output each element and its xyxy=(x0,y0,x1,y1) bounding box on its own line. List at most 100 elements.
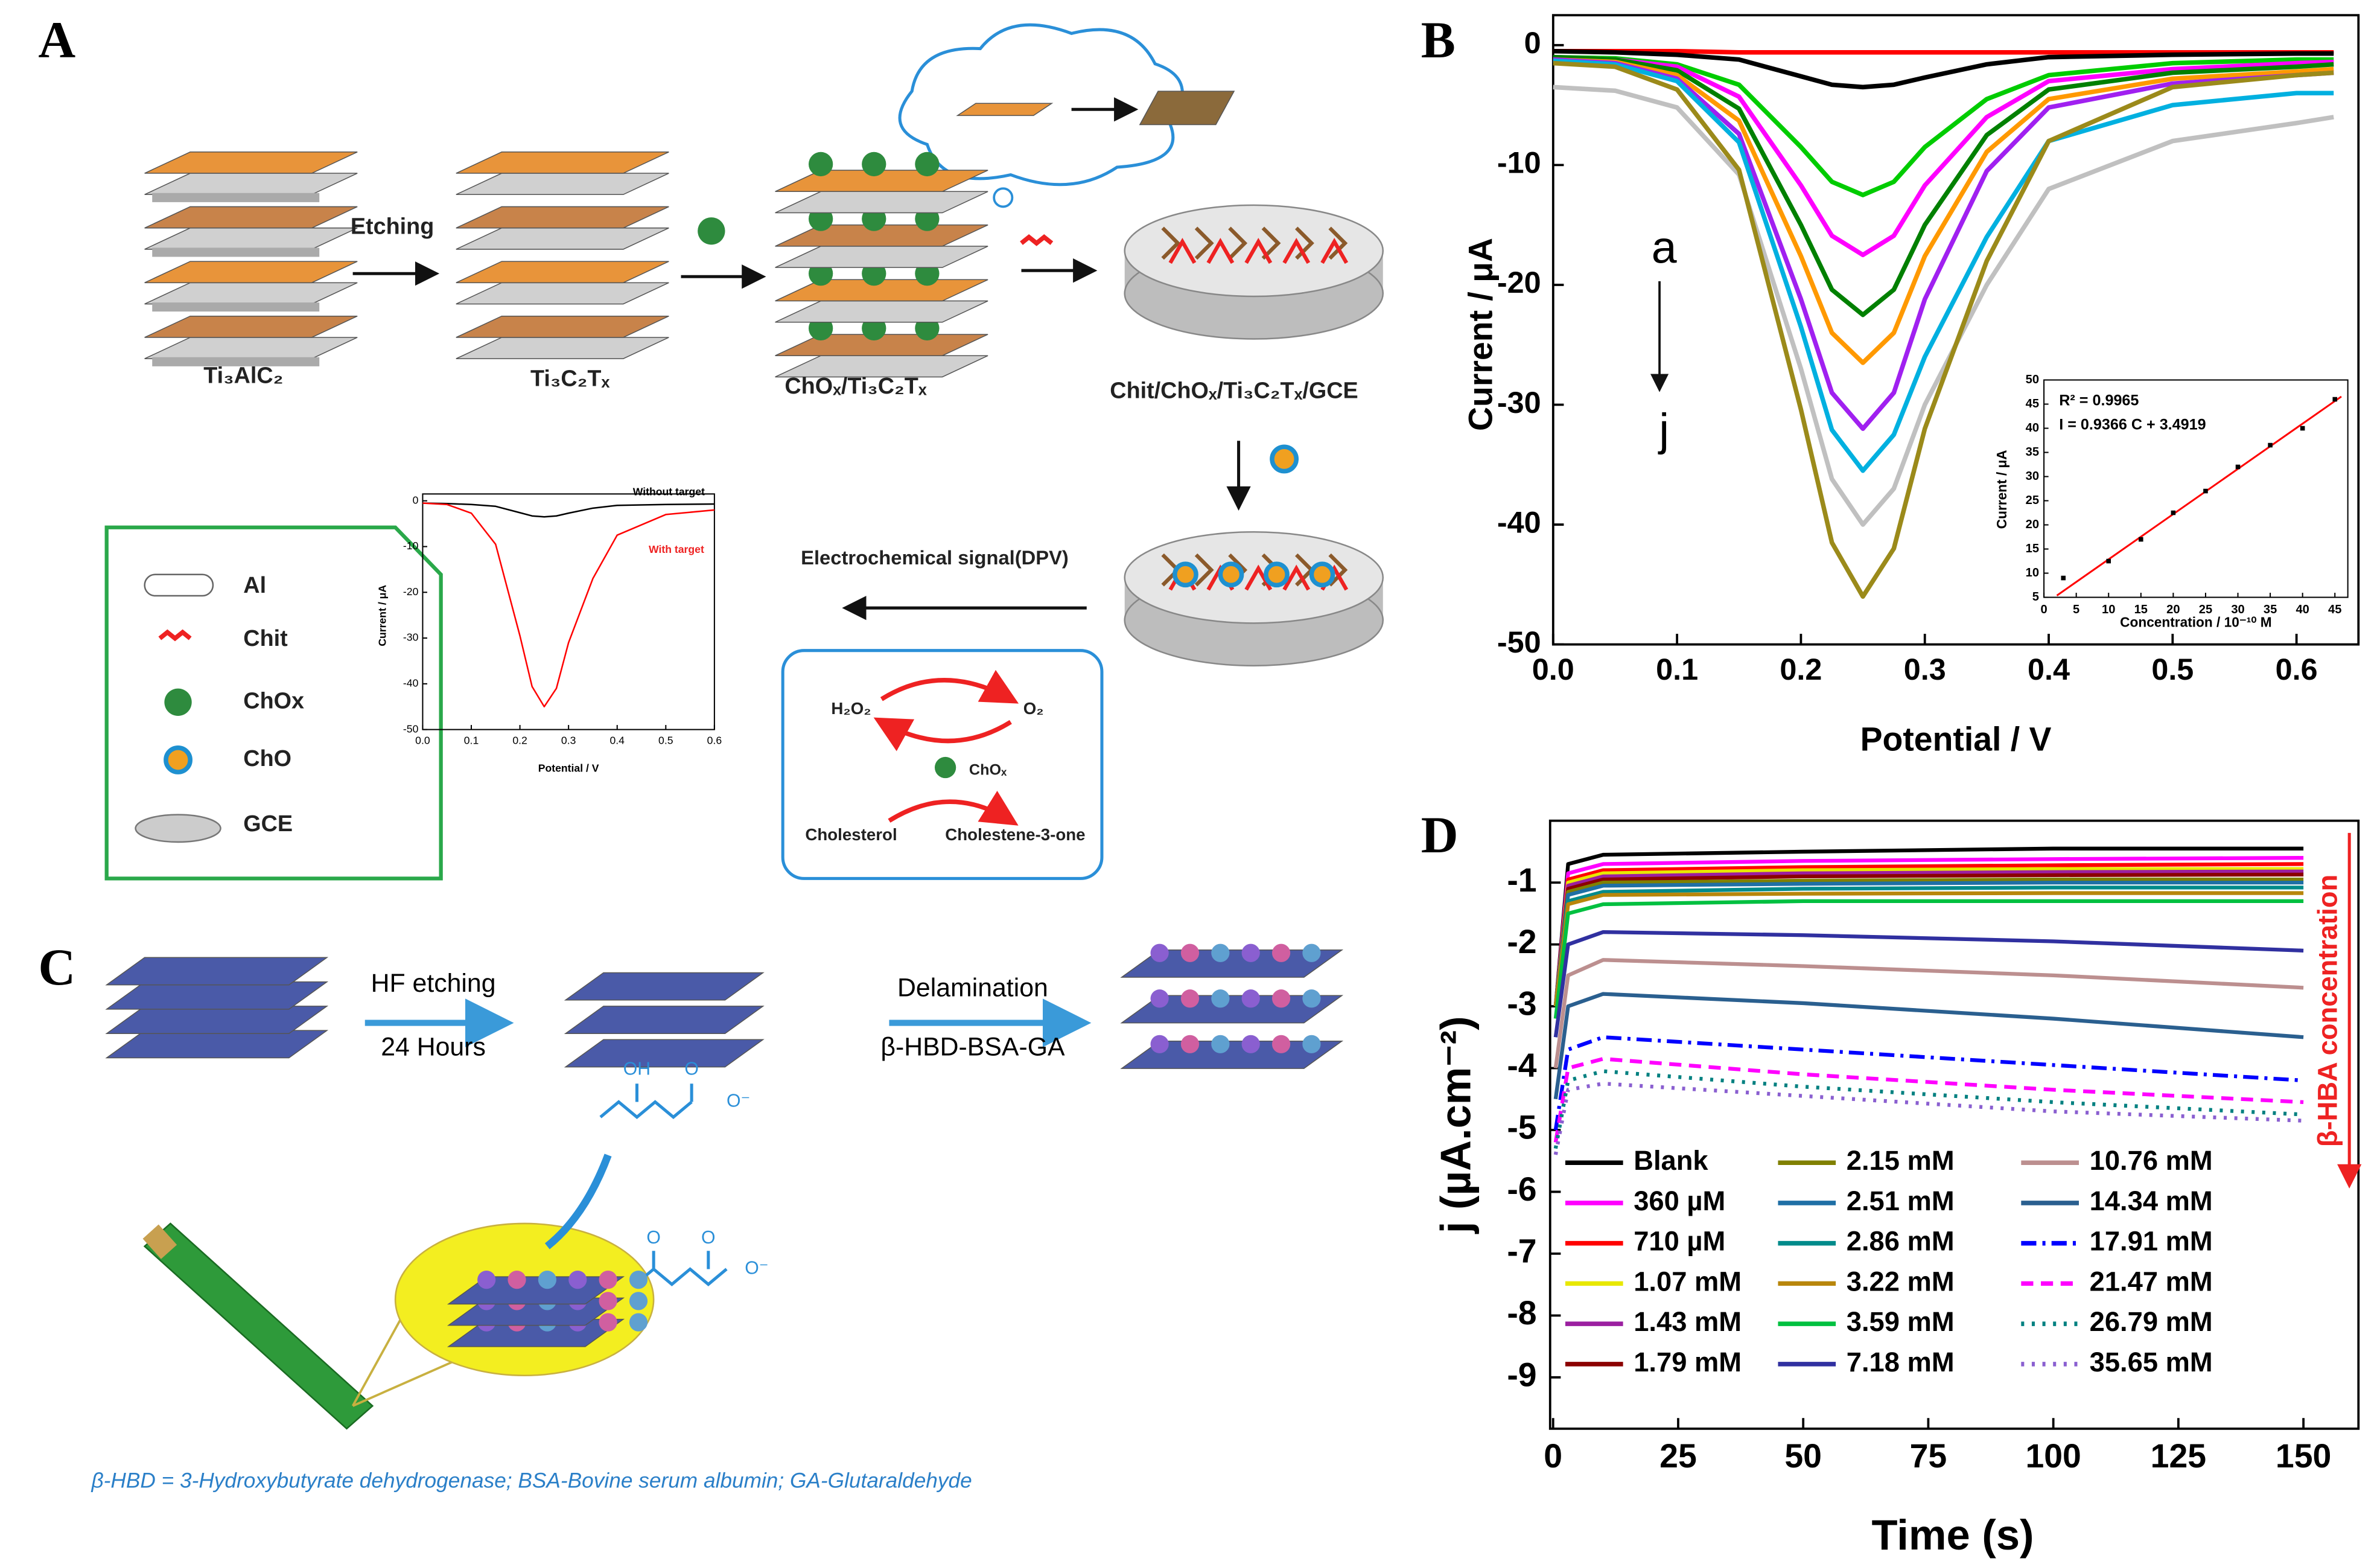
legend-label: 14.34 mM xyxy=(2090,1186,2213,1216)
series-line xyxy=(1553,60,2334,599)
data-point xyxy=(2171,510,2176,515)
series-line xyxy=(1553,48,2334,90)
y-tick-label: -10 xyxy=(1497,145,1541,180)
layer xyxy=(144,152,358,174)
cycle-arrow xyxy=(880,669,1019,704)
y-tick-label: 10 xyxy=(2026,566,2039,579)
y-axis-label: Current / μA xyxy=(1994,450,2009,529)
layer xyxy=(456,227,669,250)
enzyme-dot xyxy=(1180,1035,1200,1053)
y-tick-label: 40 xyxy=(2026,421,2039,435)
chit-chain xyxy=(1244,238,1273,264)
layer xyxy=(456,152,669,174)
legend-label: 710 µM xyxy=(1634,1226,1725,1257)
cycle-box xyxy=(781,649,1104,880)
series-line xyxy=(1553,54,2334,258)
x-tick-label: 0.6 xyxy=(707,734,722,746)
x-tick-label: 0.0 xyxy=(1532,652,1574,686)
enzyme-dot xyxy=(1241,989,1260,1008)
layer xyxy=(775,170,988,193)
x-tick-label: 0.4 xyxy=(2028,652,2070,686)
fit-stat: I = 0.9366 C + 3.4919 xyxy=(2059,416,2206,433)
panel-label: B xyxy=(1421,11,1456,69)
step-label: Delamination xyxy=(897,973,1048,1002)
atom-label: O⁻ xyxy=(727,1091,750,1111)
signal-label: Electrochemical signal(DPV) xyxy=(801,546,1069,569)
y-tick-label: -50 xyxy=(1497,625,1541,659)
chit-chain xyxy=(1282,238,1311,264)
enzyme-dot xyxy=(1180,943,1200,962)
series-line xyxy=(1553,899,2304,1019)
series-line xyxy=(1553,992,2304,1100)
y-axis-label: Current / μA xyxy=(1462,238,1500,431)
y-tick-label: 5 xyxy=(2032,590,2039,604)
enzyme-icon xyxy=(934,756,956,779)
layer xyxy=(456,337,669,359)
data-point xyxy=(2300,426,2305,431)
layer xyxy=(144,206,358,229)
data-point xyxy=(2203,488,2208,494)
chit-net xyxy=(1228,226,1248,260)
enzyme-dot xyxy=(1150,1035,1169,1053)
layer xyxy=(775,224,988,247)
legend-label: 26.79 mM xyxy=(2090,1306,2213,1337)
y-tick-label: 50 xyxy=(2026,373,2039,386)
enzyme-dot xyxy=(862,152,886,177)
molecule-bonds xyxy=(599,1083,693,1119)
layer xyxy=(775,334,988,356)
chit-icon xyxy=(158,629,192,642)
x-tick-label: 10 xyxy=(2102,603,2115,616)
legend-label: 35.65 mM xyxy=(2090,1347,2213,1377)
enzyme-dot xyxy=(1150,943,1169,962)
series-line xyxy=(1553,891,2304,1007)
enzyme-dot xyxy=(1271,989,1291,1008)
layer xyxy=(144,282,358,305)
atom-label: OH xyxy=(623,1059,651,1079)
atom-label: O xyxy=(684,1059,699,1079)
cho-dot xyxy=(1270,444,1299,474)
y-tick-label: -6 xyxy=(1507,1170,1536,1208)
enzyme-dot xyxy=(808,152,833,177)
x-tick-label: 0.3 xyxy=(1904,652,1946,686)
y-tick-label: 25 xyxy=(2026,494,2039,507)
series-line xyxy=(1553,930,2304,1038)
legend-label: 7.18 mM xyxy=(1847,1347,1955,1377)
layer xyxy=(144,227,358,250)
electrode-contact xyxy=(142,1224,177,1259)
diagram-shapes xyxy=(104,23,1384,1430)
x-tick-label: 25 xyxy=(2199,603,2212,616)
y-tick-label: 20 xyxy=(2026,518,2039,531)
enzyme-dot xyxy=(629,1292,648,1310)
series-line xyxy=(1553,958,2304,1068)
chit-chain xyxy=(1168,238,1197,264)
y-tick-label: -8 xyxy=(1507,1294,1536,1332)
legend-label: 3.22 mM xyxy=(1847,1266,1955,1297)
enzyme-dot xyxy=(629,1313,648,1332)
electrode-strip xyxy=(143,1222,374,1430)
x-tick-label: 40 xyxy=(2296,603,2309,616)
cho-dot xyxy=(1309,561,1335,588)
y-tick-label: -40 xyxy=(1497,505,1541,539)
series-line xyxy=(1553,1057,2304,1143)
y-tick-label: -20 xyxy=(403,586,419,598)
layer xyxy=(1139,91,1235,126)
atom-label: O⁻ xyxy=(745,1258,768,1278)
series-line xyxy=(422,502,715,707)
legend-label: 2.51 mM xyxy=(1847,1186,1955,1216)
y-tick-label: -4 xyxy=(1507,1047,1536,1084)
x-tick-label: 0.3 xyxy=(561,734,576,746)
annotation: β-HBA concentration xyxy=(2312,875,2343,1147)
layer xyxy=(564,1039,765,1068)
legend-label: 360 µM xyxy=(1634,1186,1725,1216)
layer xyxy=(144,173,358,196)
legend-label: ChOx xyxy=(243,688,304,713)
x-tick-label: 30 xyxy=(2231,603,2244,616)
annotation: a xyxy=(1652,222,1677,273)
atom-label: O xyxy=(701,1228,715,1248)
enzyme-dot xyxy=(698,217,725,245)
plot-frame xyxy=(1548,819,2360,1430)
enzyme-dot xyxy=(599,1292,617,1310)
caption: β-HBD = 3-Hydroxybutyrate dehydrogenase;… xyxy=(91,1469,972,1492)
enzyme-dot xyxy=(915,152,940,177)
